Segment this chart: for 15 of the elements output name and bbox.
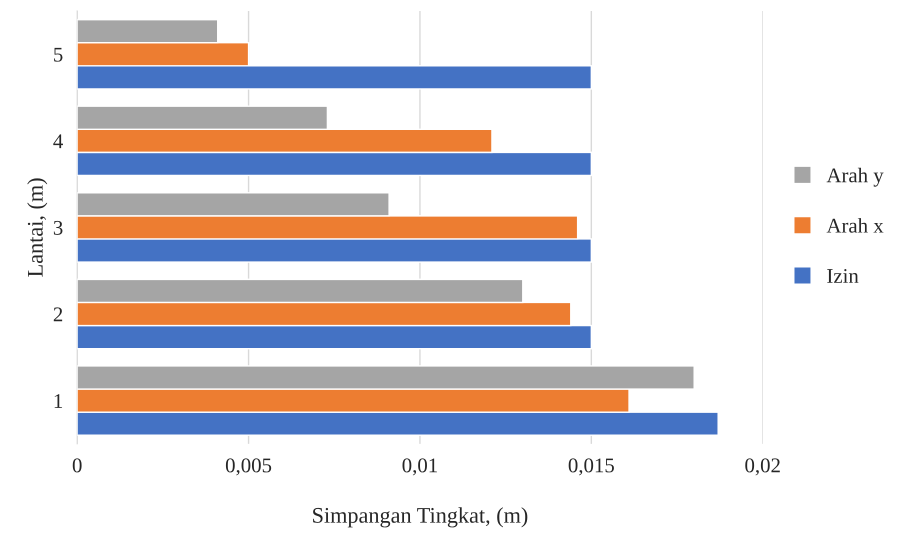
y-tick-label: 2	[54, 307, 62, 322]
x-tick-label: 0,01	[402, 458, 437, 476]
legend-label: Arah y	[826, 168, 884, 187]
y-axis-title: Lantai, (m)	[27, 178, 48, 277]
y-tick-label: 1	[54, 394, 62, 408]
y-tick-label: 5	[54, 48, 62, 62]
x-tick-label: 0,015	[568, 458, 614, 476]
x-tick-label: 0	[72, 458, 82, 472]
x-tick-label: 0,005	[226, 458, 272, 476]
legend-label: Izin	[827, 268, 859, 283]
y-tick-label: 3	[54, 220, 62, 235]
y-tick-label: 4	[53, 134, 63, 148]
x-tick-label: 0,02	[745, 458, 780, 476]
legend-label: Arah x	[826, 218, 884, 233]
x-axis-title: Simpangan Tingkat, (m)	[313, 507, 528, 528]
